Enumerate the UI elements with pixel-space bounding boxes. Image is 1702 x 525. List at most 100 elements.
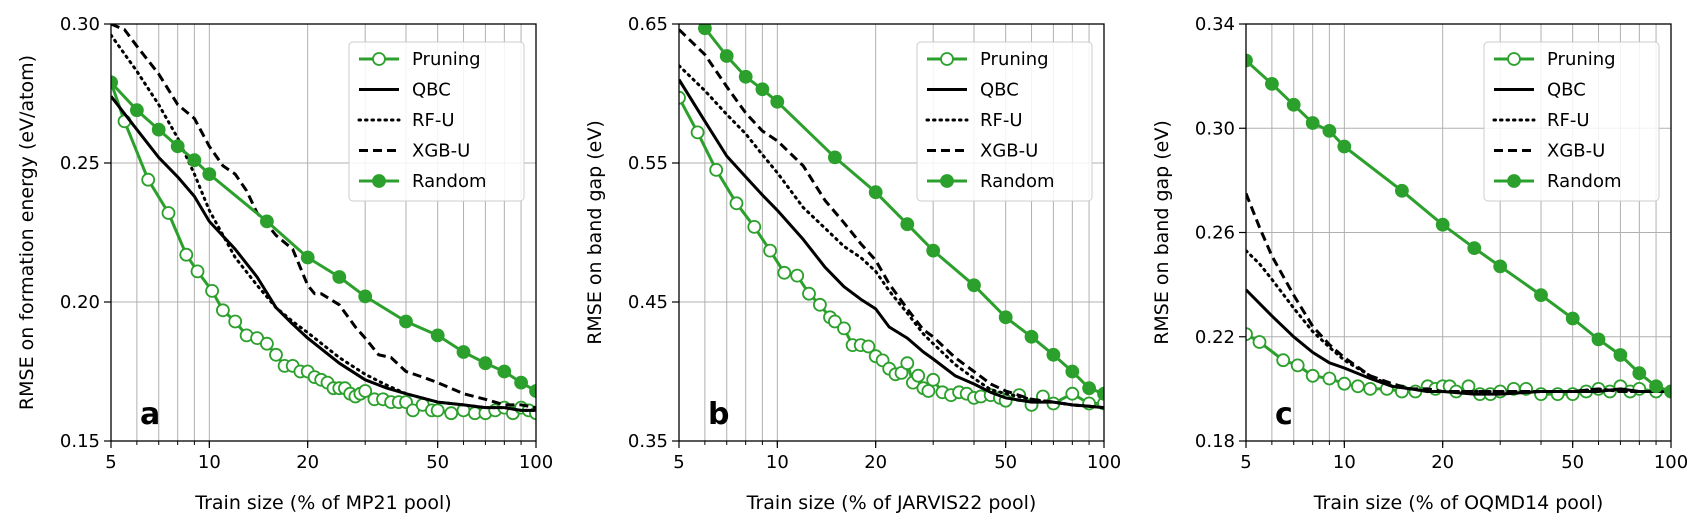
data-point: [900, 356, 915, 371]
panel-label: c: [1275, 397, 1293, 432]
series-xgb-u: [111, 24, 536, 410]
data-point: [1664, 384, 1671, 399]
data-point: [998, 310, 1013, 325]
data-point: [1097, 386, 1104, 401]
data-point: [430, 328, 445, 343]
panel-c: 5 10 20 50 100 0.18 0.22 0.26 0.30 0.34 Train size…: [1151, 14, 1688, 514]
y-tick-label: 0.34: [1195, 14, 1235, 35]
data-point: [187, 153, 202, 168]
data-point: [456, 345, 471, 359]
series-qbc: [111, 95, 536, 412]
x-axis-label: Train size (% of MP21 pool): [194, 492, 451, 514]
legend-entry: Random: [1494, 171, 1622, 192]
legend-entry: XGB-U: [1494, 141, 1605, 162]
series-line: [111, 24, 536, 410]
y-tick-label: 0.55: [628, 153, 668, 174]
data-point: [1649, 379, 1663, 394]
data-point: [1024, 329, 1039, 344]
data-point: [205, 283, 220, 298]
series-qbc: [679, 78, 1104, 410]
data-point: [1305, 368, 1320, 383]
data-point: [228, 314, 243, 329]
x-axis: 5 10 20 50 100: [105, 441, 553, 473]
legend-label: XGB-U: [980, 141, 1038, 162]
data-point: [861, 339, 876, 354]
data-point: [1276, 353, 1291, 368]
data-point: [129, 103, 144, 118]
data-point: [1591, 332, 1606, 347]
legend-label: RF-U: [412, 110, 455, 131]
y-axis-label: RMSE on band gap (eV): [584, 120, 606, 345]
data-point: [161, 206, 176, 220]
x-tick-label: 20: [296, 452, 319, 473]
legend-marker: [1507, 174, 1521, 188]
panel-a: 5 10 20 50 100 0.15 0.20 0.25 0.30 Train size (% …: [16, 14, 553, 514]
data-point: [698, 24, 712, 36]
data-point: [1065, 386, 1080, 401]
data-point: [478, 356, 493, 371]
legend: Pruning QBC RF-U XGB-U Random: [348, 41, 525, 202]
data-point: [430, 403, 445, 418]
data-point: [259, 214, 274, 229]
legend-box: [348, 41, 525, 202]
data-point: [332, 270, 347, 284]
x-tick-label: 10: [766, 452, 789, 473]
legend-box: [1483, 41, 1660, 202]
data-point: [1363, 381, 1378, 396]
data-point: [1246, 53, 1253, 68]
legend: Pruning QBC RF-U XGB-U Random: [1483, 41, 1660, 202]
data-point: [828, 150, 842, 165]
data-point: [755, 82, 770, 97]
legend-marker: [1507, 52, 1521, 66]
data-point: [259, 336, 274, 351]
data-point: [1337, 376, 1352, 391]
data-point: [763, 243, 777, 258]
legend: Pruning QBC RF-U XGB-U Random: [916, 41, 1093, 202]
x-axis: 5 10 20 50 100: [1240, 441, 1688, 473]
data-point: [690, 125, 705, 140]
data-point: [215, 303, 230, 318]
legend-label: XGB-U: [412, 141, 470, 162]
data-point: [1246, 327, 1253, 341]
legend-entry: RF-U: [925, 110, 1023, 131]
series-line: [1246, 192, 1671, 393]
legend-label: Pruning: [412, 49, 481, 70]
data-point: [709, 162, 724, 177]
data-point: [790, 268, 805, 283]
data-point: [1435, 217, 1450, 232]
x-tick-label: 50: [1561, 452, 1584, 473]
data-point: [358, 384, 373, 398]
data-point: [1065, 364, 1080, 379]
series-xgb-u: [679, 28, 1104, 410]
data-point: [747, 219, 762, 234]
axes-frame: [110, 23, 537, 442]
data-point: [813, 297, 827, 312]
y-tick-label: 0.35: [628, 431, 668, 452]
x-tick-label: 5: [673, 452, 684, 473]
y-tick-label: 0.15: [60, 431, 100, 452]
data-point: [1534, 387, 1548, 402]
data-point: [444, 406, 459, 421]
panel-label: b: [708, 397, 729, 432]
x-axis-label: Train size (% of OQMD14 pool): [1313, 492, 1604, 514]
series-pruning: [679, 90, 1104, 412]
y-tick-label: 0.25: [60, 153, 100, 174]
data-point: [921, 384, 936, 398]
data-point: [190, 264, 205, 279]
data-point: [1565, 311, 1580, 326]
legend-entry: QBC: [927, 80, 1019, 101]
data-point: [300, 250, 315, 265]
data-point: [1252, 335, 1267, 349]
data-point: [170, 139, 185, 154]
legend-entry: Pruning: [359, 49, 481, 70]
legend-label: Pruning: [980, 49, 1049, 70]
series-line: [111, 95, 536, 412]
plot-area: [111, 24, 536, 421]
data-point: [900, 217, 915, 232]
data-point: [1290, 358, 1305, 373]
data-point: [1265, 77, 1279, 91]
x-tick-label: 100: [519, 452, 553, 473]
legend-entry: QBC: [359, 80, 451, 101]
legend-entry: Pruning: [1494, 49, 1616, 70]
data-point: [738, 69, 753, 84]
